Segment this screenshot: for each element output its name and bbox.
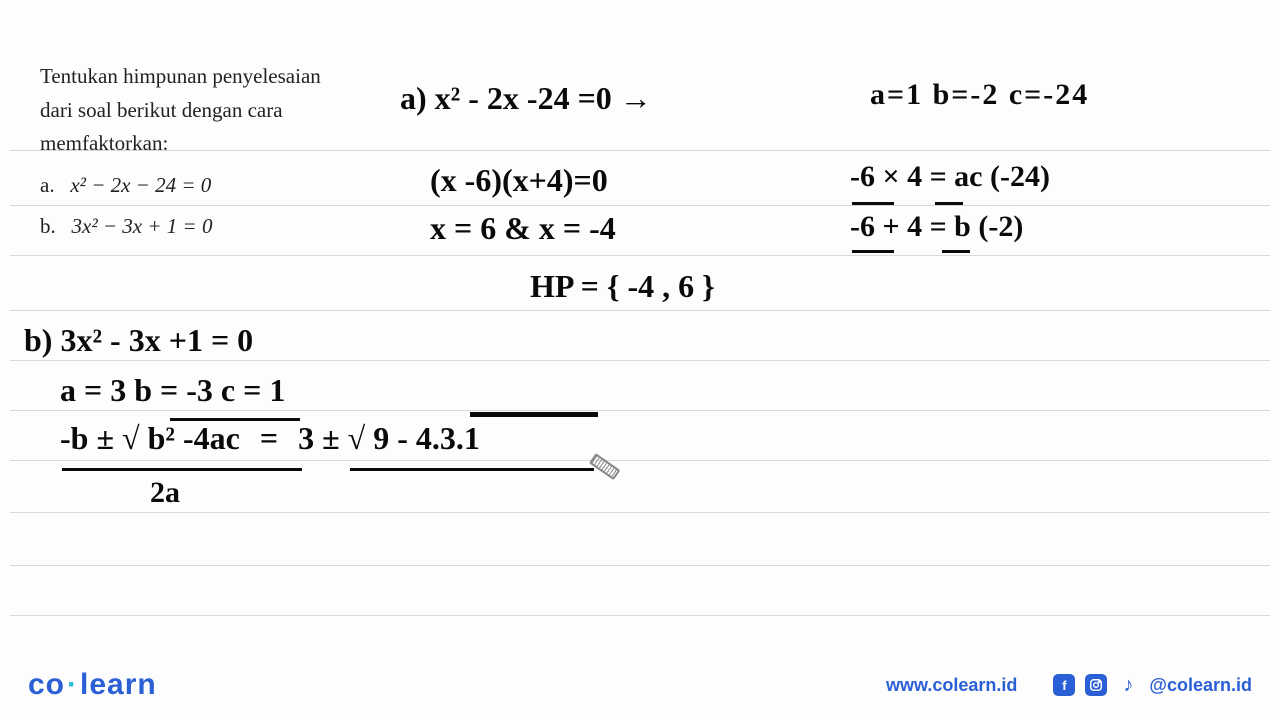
prompt-line: Tentukan himpunan penyelesaian — [40, 60, 370, 94]
ruled-line — [10, 460, 1270, 461]
prompt-line: memfaktorkan: — [40, 127, 370, 161]
ruled-line — [10, 565, 1270, 566]
ruled-line — [10, 360, 1270, 361]
problem-item-a: a. x² − 2x − 24 = 0 — [40, 169, 370, 203]
work-b-coefficients: a = 3 b = -3 c = 1 — [60, 372, 285, 409]
underline-mark — [942, 250, 970, 253]
prompt-line: dari soal berikut dengan cara — [40, 94, 370, 128]
instagram-icon[interactable] — [1085, 674, 1107, 696]
work-a-roots: x = 6 & x = -4 — [430, 210, 616, 247]
pencil-cursor-icon — [587, 453, 626, 487]
work-a-product: -6 × 4 = ac (-24) — [850, 160, 1050, 194]
radical-vinculum — [470, 412, 598, 417]
footer-handle[interactable]: @colearn.id — [1149, 675, 1252, 696]
footer-bar: co·learn www.colearn.id f ♪ @colearn.id — [0, 650, 1280, 720]
work-b-equation: b) 3x² - 3x +1 = 0 — [24, 322, 253, 359]
problem-item-b: b. 3x² − 3x + 1 = 0 — [40, 210, 370, 244]
work-a-coefficients: a=1 b=-2 c=-24 — [870, 78, 1089, 112]
ruled-line — [10, 255, 1270, 256]
work-a-factored: (x -6)(x+4)=0 — [430, 162, 608, 199]
work-b-quadratic-formula: -b ± √ b² -4ac = 3 ± √ 9 - 4.3.1 — [60, 420, 480, 457]
ruled-line — [10, 310, 1270, 311]
fraction-bar — [350, 468, 594, 471]
fraction-bar — [62, 468, 302, 471]
work-a-solution-set: HP = { -4 , 6 } — [530, 268, 715, 305]
brand-logo: co·learn — [28, 668, 157, 702]
footer-links: www.colearn.id f ♪ @colearn.id — [886, 674, 1252, 696]
ruled-line — [10, 512, 1270, 513]
radical-vinculum — [170, 418, 300, 421]
underline-mark — [852, 250, 894, 253]
underline-mark — [852, 202, 894, 205]
footer-url[interactable]: www.colearn.id — [886, 675, 1017, 696]
work-a-equation: a) x² - 2x -24 =0 → — [400, 80, 652, 117]
work-a-sum: -6 + 4 = b (-2) — [850, 210, 1023, 244]
ruled-line — [10, 410, 1270, 411]
ruled-line — [10, 615, 1270, 616]
facebook-icon[interactable]: f — [1053, 674, 1075, 696]
problem-statement: Tentukan himpunan penyelesaian dari soal… — [40, 60, 370, 244]
worksheet-page: Tentukan himpunan penyelesaian dari soal… — [0, 0, 1280, 720]
tiktok-icon[interactable]: ♪ — [1117, 674, 1139, 696]
underline-mark — [935, 202, 963, 205]
work-b-denominator: 2a — [150, 476, 180, 510]
